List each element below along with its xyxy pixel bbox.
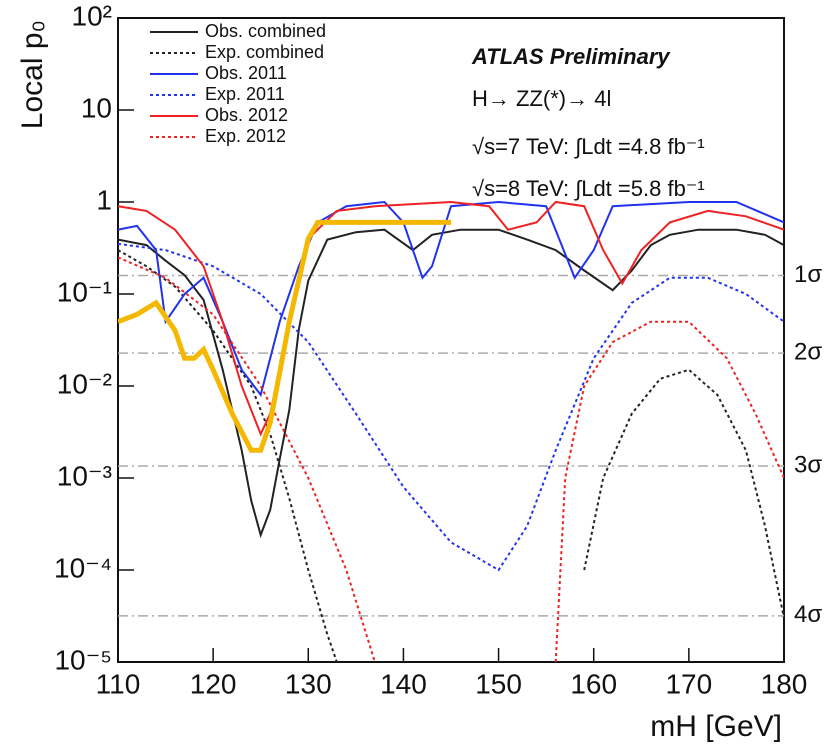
annotation: √s=7 TeV: ∫Ldt =4.8 fb⁻¹	[472, 134, 705, 159]
legend-label: Obs. combined	[205, 21, 326, 41]
series-line	[118, 256, 784, 662]
y-axis-label: Local p₀	[16, 20, 49, 129]
x-tick-label: 180	[761, 668, 808, 699]
plot-lines	[118, 200, 784, 662]
legend-label: Exp. 2011	[205, 84, 285, 104]
legend-label: Obs. 2011	[205, 63, 287, 83]
plot-frame	[117, 17, 785, 663]
y-tick-label: 1	[96, 184, 112, 215]
y-tick-label: 10⁻³	[57, 460, 112, 491]
x-axis-label: mH [GeV]	[650, 710, 782, 743]
x-tick-label: 160	[570, 668, 617, 699]
series-line	[118, 242, 784, 572]
series-line	[118, 200, 784, 398]
y-tick-label: 10⁻¹	[57, 276, 112, 307]
sigma-label: 3σ	[794, 451, 822, 478]
y-tick-label: 10²	[72, 0, 112, 31]
x-tick-label: 120	[190, 668, 237, 699]
legend-label: Exp. combined	[205, 42, 324, 62]
annotation: √s=8 TeV: ∫Ldt =5.8 fb⁻¹	[472, 176, 705, 201]
legend-label: Exp. 2012	[205, 126, 286, 146]
series-line	[118, 219, 451, 453]
series-line	[118, 249, 784, 662]
x-tick-label: 140	[380, 668, 427, 699]
annotation: ATLAS Preliminary	[471, 44, 671, 69]
x-tick-label: 150	[475, 668, 522, 699]
legend-label: Obs. 2012	[205, 105, 288, 125]
y-tick-label: 10⁻²	[57, 368, 112, 399]
x-tick-label: 170	[665, 668, 712, 699]
sigma-label: 2σ	[794, 338, 822, 365]
series-line	[118, 228, 784, 539]
sigma-label: 4σ	[794, 601, 822, 628]
y-tick-label: 10⁻⁴	[54, 552, 112, 583]
x-tick-label: 130	[285, 668, 332, 699]
x-tick-label: 110	[96, 668, 141, 699]
sigma-label: 1σ	[794, 261, 822, 288]
y-tick-label: 10⁻⁵	[54, 644, 112, 675]
y-tick-label: 10	[81, 92, 112, 123]
annotation: H→ ZZ(*)→ 4l	[472, 86, 611, 111]
series-line	[118, 200, 784, 437]
